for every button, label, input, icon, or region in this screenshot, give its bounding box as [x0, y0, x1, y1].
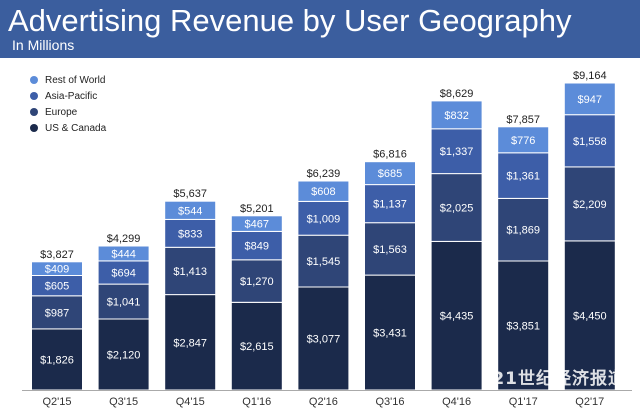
chart-legend: Rest of World Asia-Pacific Europe US & C…	[30, 72, 106, 136]
bar-total-label: $3,827	[40, 249, 74, 261]
bar-segment-europe	[364, 222, 416, 276]
legend-label: Asia-Pacific	[45, 90, 98, 102]
bar-segment-rest-of-world	[297, 180, 350, 202]
bar-segment-europe	[497, 197, 550, 262]
segment-value-label: $1,563	[373, 244, 407, 256]
bar-segment-europe	[563, 166, 616, 242]
x-axis-tick-label: Q3'15	[109, 396, 138, 408]
segment-value-label: $1,869	[506, 225, 540, 237]
legend-item-rest-of-world: Rest of World	[30, 72, 106, 88]
x-axis-tick-label: Q4'16	[442, 396, 471, 408]
segment-value-label: $2,025	[440, 203, 474, 215]
segment-value-label: $544	[178, 205, 202, 217]
watermark: 21世纪经济报道	[492, 369, 626, 389]
bar-segment-asia-pacific	[230, 230, 283, 261]
segment-value-label: $776	[511, 135, 535, 147]
segment-value-label: $2,847	[173, 337, 207, 349]
segment-value-label: $4,435	[440, 311, 474, 323]
segment-value-label: $409	[45, 264, 69, 276]
segment-value-label: $832	[444, 110, 468, 122]
bar-segment-asia-pacific	[364, 184, 416, 224]
bar-segment-rest-of-world	[164, 200, 217, 220]
segment-value-label: $1,270	[240, 276, 274, 288]
bar-segment-asia-pacific	[563, 114, 616, 168]
legend-item-europe: Europe	[30, 104, 106, 120]
segment-value-label: $947	[578, 94, 602, 106]
legend-swatch	[30, 76, 38, 84]
segment-value-label: $1,041	[107, 297, 141, 309]
x-axis-tick-label: Q3'16	[375, 396, 404, 408]
segment-value-label: $3,077	[307, 334, 341, 346]
chart-title: Advertising Revenue by User Geography	[8, 3, 572, 38]
segment-value-label: $444	[111, 248, 135, 260]
segment-value-label: $1,545	[307, 256, 341, 268]
segment-value-label: $1,413	[173, 266, 207, 278]
legend-item-us-canada: US & Canada	[30, 120, 106, 136]
bar-segment-us-canada	[31, 328, 83, 391]
legend-label: Europe	[45, 106, 78, 118]
segment-value-label: $2,120	[107, 350, 141, 362]
legend-swatch	[30, 92, 38, 100]
x-axis-tick-label: Q1'17	[509, 396, 538, 408]
bar-segment-rest-of-world	[31, 261, 83, 276]
segment-value-label: $467	[245, 219, 269, 231]
x-axis-tick-label: Q4'15	[176, 396, 205, 408]
legend-label: Rest of World	[45, 74, 106, 86]
x-axis-tick-label: Q2'17	[575, 396, 604, 408]
segment-value-label: $4,450	[573, 311, 607, 323]
segment-value-label: $1,558	[573, 136, 607, 148]
bar-segment-rest-of-world	[364, 161, 416, 186]
segment-value-label: $1,826	[40, 354, 74, 366]
bar-total-label: $5,201	[240, 203, 274, 215]
chart-header: Advertising Revenue by User Geography In…	[0, 0, 640, 58]
segment-value-label: $608	[311, 186, 335, 198]
bar-segment-rest-of-world	[497, 126, 550, 154]
segment-value-label: $685	[378, 168, 402, 180]
bar-total-label: $5,637	[173, 188, 207, 200]
bar-total-label: $8,629	[440, 88, 474, 100]
x-axis-tick-label: Q2'16	[309, 396, 338, 408]
bar-segment-us-canada	[297, 286, 350, 391]
bar-segment-us-canada	[230, 301, 283, 391]
segment-value-label: $1,009	[307, 213, 341, 225]
bar-total-label: $9,164	[573, 70, 607, 82]
bar-segment-europe	[31, 295, 83, 330]
bar-segment-us-canada	[563, 240, 616, 391]
segment-value-label: $694	[111, 268, 135, 280]
legend-swatch	[30, 108, 38, 116]
bar-segment-asia-pacific	[297, 200, 350, 236]
legend-label: US & Canada	[45, 122, 107, 134]
bar-segment-europe	[297, 234, 350, 288]
segment-value-label: $1,337	[440, 146, 474, 158]
x-axis-tick-label: Q1'16	[242, 396, 271, 408]
bar-total-label: $7,857	[506, 114, 540, 126]
segment-value-label: $3,431	[373, 328, 407, 340]
bar-segment-europe	[430, 173, 483, 242]
segment-value-label: $2,209	[573, 199, 607, 211]
segment-value-label: $605	[45, 281, 69, 293]
segment-value-label: $833	[178, 228, 202, 240]
chart-subtitle: In Millions	[12, 37, 75, 53]
segment-value-label: $987	[45, 307, 69, 319]
bar-segment-rest-of-world	[230, 215, 283, 232]
bar-total-label: $6,239	[307, 168, 341, 180]
segment-value-label: $849	[245, 241, 269, 253]
legend-item-asia-pacific: Asia-Pacific	[30, 88, 106, 104]
segment-value-label: $2,615	[240, 341, 274, 353]
bar-total-label: $4,299	[107, 233, 141, 245]
bar-segment-rest-of-world	[563, 82, 616, 116]
bar-segment-us-canada	[430, 240, 483, 391]
bar-segment-asia-pacific	[497, 152, 550, 199]
segment-value-label: $1,137	[373, 199, 407, 211]
x-axis-tick-label: Q2'15	[42, 396, 71, 408]
legend-swatch	[30, 124, 38, 132]
segment-value-label: $3,851	[506, 321, 540, 333]
segment-value-label: $1,361	[506, 171, 540, 183]
bar-segment-rest-of-world	[97, 245, 150, 262]
bar-segment-us-canada	[364, 274, 416, 391]
bar-segment-europe	[230, 259, 283, 303]
bar-segment-rest-of-world	[430, 100, 483, 130]
bar-total-label: $6,816	[373, 149, 407, 161]
